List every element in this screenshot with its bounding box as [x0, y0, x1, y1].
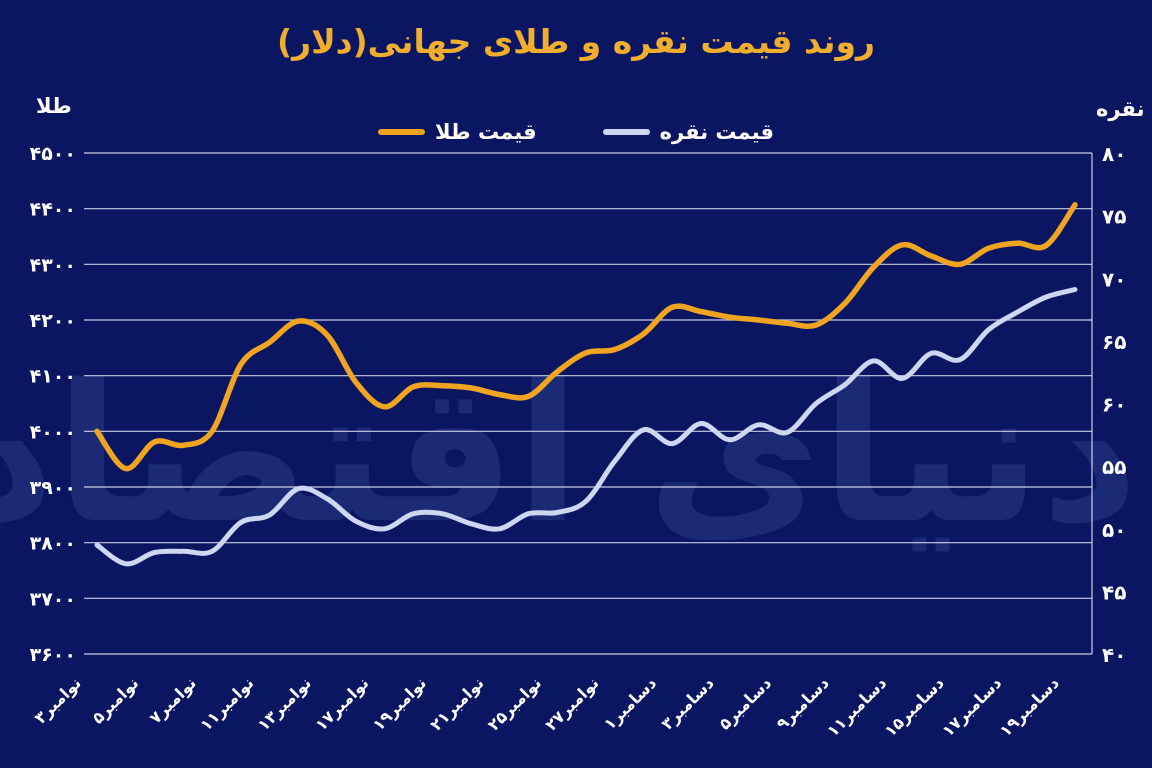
- x-axis-tick-label: ۱۱دسامبر: [823, 673, 890, 740]
- right-axis-tick-label: ۸۰: [1102, 142, 1126, 166]
- x-axis-tick-label: ۲۷نوامبر: [541, 673, 602, 734]
- right-axis-tick-label: ۵۵: [1102, 455, 1126, 479]
- x-axis-tick-label: ۱۳نوامبر: [254, 673, 315, 734]
- gold-line-swatch: [377, 129, 425, 135]
- right-axis-tick-label: ۷۵: [1102, 205, 1126, 229]
- x-axis-tick-label: ۹دسامبر: [773, 673, 833, 733]
- legend: قیمت طلا قیمت نقره: [0, 120, 1152, 144]
- watermark-calligraphy: دنیای اقتصاد: [0, 344, 1139, 565]
- x-axis-tick-label: ۱۹دسامبر: [996, 673, 1063, 740]
- x-axis-tick-label: ۱۹نوامبر: [369, 673, 430, 734]
- right-axis-tick-label: ۶۵: [1102, 330, 1126, 354]
- x-axis-tick-label: ۱۷نوامبر: [311, 673, 372, 734]
- left-axis-tick-label: ۳۹۰۰: [30, 477, 76, 499]
- legend-item-silver: قیمت نقره: [602, 120, 775, 144]
- x-axis-tick-label: ۳دسامبر: [657, 673, 717, 733]
- legend-label-silver: قیمت نقره: [659, 120, 775, 144]
- left-axis-tick-label: ۳۶۰۰: [30, 644, 76, 666]
- left-axis-tick-label: ۳۸۰۰: [30, 533, 76, 555]
- left-axis-tick-label: ۴۰۰۰: [30, 421, 76, 443]
- x-axis-tick-label: ۱دسامبر: [600, 673, 660, 733]
- right-axis-title: نقره: [1096, 97, 1145, 121]
- legend-item-gold: قیمت طلا: [377, 120, 537, 144]
- x-axis-tick-label: ۱۱نوامبر: [196, 673, 257, 734]
- left-axis-title: طلا: [36, 94, 72, 118]
- x-axis-tick-label: ۵نوامبر: [88, 673, 142, 727]
- x-axis-tick-label: ۲۵نوامبر: [484, 673, 545, 734]
- x-axis-tick-labels: ۳نوامبر ۵نوامبر ۷نوامبر۱۱نوامبر۱۳نوامبر۱۷ن…: [31, 673, 1063, 740]
- left-axis-tick-label: ۴۴۰۰: [30, 199, 76, 221]
- left-axis-tick-labels: ۴۵۰۰ ۴۴۰۰ ۴۳۰۰ ۴۲۰۰ ۴۱۰۰ ۴۰۰۰ ۳۹۰۰ ۳۸۰۰ ۳۷۰۰ ۳۶۰۰: [30, 143, 76, 666]
- gridlines: [84, 152, 1092, 655]
- x-axis-tick-label: ۵دسامبر: [715, 673, 775, 733]
- left-axis-tick-label: ۴۱۰۰: [30, 366, 76, 388]
- left-axis-tick-label: ۳۷۰۰: [30, 588, 76, 610]
- legend-label-gold: قیمت طلا: [434, 120, 537, 144]
- chart-title: روند قیمت نقره و طلای جهانی(دلار): [277, 22, 875, 61]
- silver-price-line: [94, 287, 1078, 567]
- right-axis-tick-label: ۶۰: [1102, 393, 1126, 417]
- x-axis-tick-label: ۱۵دسامبر: [881, 673, 948, 740]
- left-axis-tick-label: ۴۲۰۰: [30, 310, 76, 332]
- x-axis-tick-label: ۳نوامبر: [31, 673, 85, 727]
- silver-line-swatch: [602, 129, 650, 135]
- right-axis-tick-labels: ۸۰ ۷۵ ۷۰ ۶۵ ۶۰ ۵۵ ۵۰ ۴۵ ۴۰: [1102, 142, 1126, 667]
- left-axis-tick-label: ۴۵۰۰: [30, 143, 76, 165]
- x-axis-tick-label: ۷نوامبر: [146, 673, 200, 727]
- x-axis-tick-label: ۱۷دسامبر: [938, 673, 1005, 740]
- right-axis-tick-label: ۵۰: [1102, 518, 1126, 542]
- gold-price-line: [94, 202, 1078, 472]
- x-axis-tick-label: ۲۱نوامبر: [426, 673, 487, 734]
- right-axis-tick-label: ۷۰: [1102, 267, 1126, 291]
- right-axis-tick-label: ۴۵: [1102, 580, 1126, 604]
- left-axis-tick-label: ۴۳۰۰: [30, 254, 76, 276]
- right-axis-tick-label: ۴۰: [1102, 643, 1126, 667]
